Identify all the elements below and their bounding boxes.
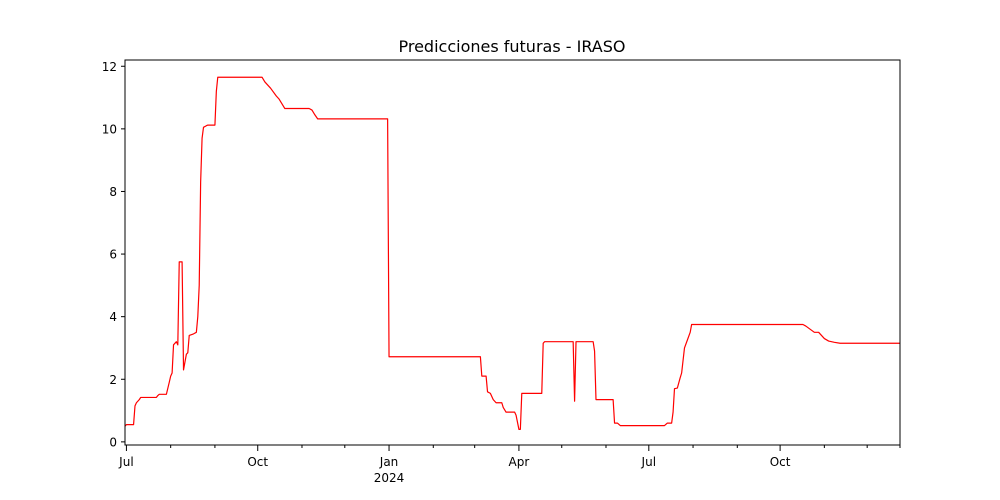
x-tick-label: Jul (641, 455, 656, 469)
x-tick-label: Jul (118, 455, 133, 469)
x-tick-label: Oct (247, 455, 268, 469)
x-tick-year-label: 2024 (374, 471, 405, 485)
y-tick-label: 12 (102, 60, 117, 74)
y-tick-label: 2 (109, 373, 117, 387)
y-tick-label: 0 (109, 435, 117, 449)
y-tick-label: 10 (102, 122, 117, 136)
chart-title: Predicciones futuras - IRASO (398, 37, 625, 56)
x-tick-label: Oct (770, 455, 791, 469)
series-line (124, 76, 900, 430)
x-axis: Jul Oct Jan 2024 Apr Jul Oct (118, 445, 901, 485)
plot-frame (124, 59, 901, 446)
y-axis: 0 2 4 6 8 10 12 (102, 60, 125, 449)
plot-lines (124, 76, 900, 430)
x-tick-label: Jan (379, 455, 399, 469)
x-tick-label: Apr (509, 455, 530, 469)
y-tick-label: 8 (109, 185, 117, 199)
y-tick-label: 6 (109, 248, 117, 262)
y-tick-label: 4 (109, 310, 117, 324)
